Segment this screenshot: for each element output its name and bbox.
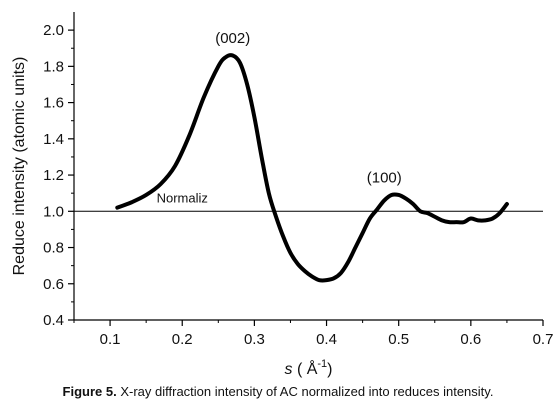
x-axis-label-superscript: -1 bbox=[317, 358, 327, 370]
annotations-group: (002) (100) bbox=[215, 30, 402, 187]
x-tick-label: 0.6 bbox=[460, 331, 481, 348]
y-tick-label: 1.6 bbox=[43, 95, 64, 112]
x-axis-label-close: ) bbox=[327, 361, 332, 378]
x-axis-label-unit: ( Å bbox=[293, 359, 318, 378]
y-tick-label: 0.6 bbox=[43, 276, 64, 293]
x-tick-label: 0.4 bbox=[316, 331, 337, 348]
x-tick-label: 0.5 bbox=[388, 331, 409, 348]
xrd-chart: 0.1 0.2 0.3 0.4 0.5 0.6 0.7 0.4 0.6 0.8 1.0 1.2 1.4 1… bbox=[11, 12, 553, 378]
data-series-group bbox=[115, 53, 509, 283]
x-axis-label: s ( Å-1) bbox=[285, 358, 333, 378]
y-tick-label: 1.8 bbox=[43, 58, 64, 75]
plot-axes: 0.1 0.2 0.3 0.4 0.5 0.6 0.7 0.4 0.6 0.8 1.0 1.2 1.4 1… bbox=[43, 12, 553, 348]
x-tick-label: 0.2 bbox=[172, 331, 193, 348]
y-tick-label: 1.4 bbox=[43, 131, 64, 148]
reference-line-group: Normaliz bbox=[74, 190, 543, 212]
intensity-curve bbox=[115, 53, 509, 283]
y-tick-label: 2.0 bbox=[43, 22, 64, 39]
normalization-label: Normaliz bbox=[157, 190, 208, 205]
x-tick-label: 0.7 bbox=[533, 331, 554, 348]
figure-caption-text: X-ray diffraction intensity of AC normal… bbox=[116, 384, 494, 399]
y-tick-label: 1.2 bbox=[43, 167, 64, 184]
y-tick-label: 0.4 bbox=[43, 312, 64, 329]
y-axis-label: Reduce intensity (atomic units) bbox=[11, 57, 28, 276]
y-tick-label: 1.0 bbox=[43, 203, 64, 220]
y-tick-label: 0.8 bbox=[43, 240, 64, 257]
figure-number: Figure 5. bbox=[62, 384, 117, 399]
x-tick-label: 0.1 bbox=[100, 331, 121, 348]
x-axis-label-symbol: s bbox=[285, 361, 293, 378]
x-tick-label: 0.3 bbox=[244, 331, 265, 348]
peak-annotation: (100) bbox=[367, 169, 402, 186]
peak-annotation: (002) bbox=[215, 30, 250, 47]
figure-caption: Figure 5. X-ray diffraction intensity of… bbox=[0, 384, 556, 399]
